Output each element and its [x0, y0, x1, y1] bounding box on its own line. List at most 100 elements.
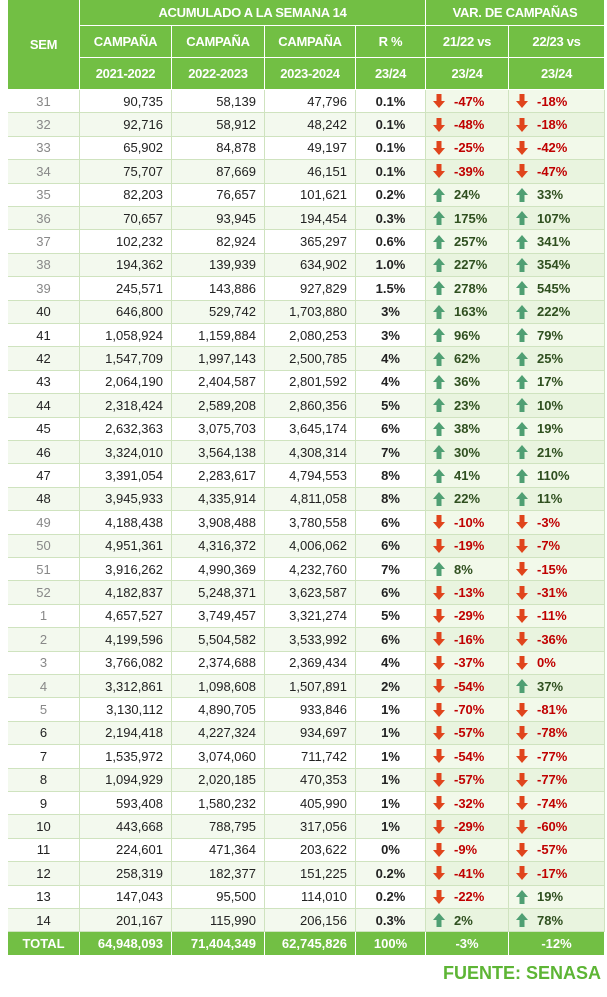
table-cell: 0.2% [356, 862, 426, 886]
table-cell: 5,248,371 [172, 581, 265, 605]
arrow-down [516, 819, 528, 834]
table-cell: 151,225 [265, 862, 356, 886]
cell-text: -77% [537, 772, 568, 788]
cell-text: 43 [36, 374, 51, 390]
cell-text: 3% [381, 304, 400, 320]
table-cell: 92,716 [80, 113, 172, 137]
table-cell: 354% [509, 253, 605, 278]
table-cell: 6% [356, 417, 426, 441]
cell-text: 21/22 vs [442, 34, 492, 49]
table-cell: 0.3% [356, 207, 426, 231]
cell-text: 0.1% [375, 163, 406, 179]
cell-text: 71,404,349 [190, 936, 256, 952]
cell-text: 1 [39, 608, 48, 624]
header-col: 22/23 vs [509, 26, 605, 58]
cell-text: 19% [537, 421, 564, 437]
arrow-up [433, 351, 445, 366]
cell-text: -70% [454, 702, 485, 718]
cell-text: CAMPAÑA [93, 34, 158, 49]
table-cell: 470,353 [265, 768, 356, 792]
table-cell: 206,156 [265, 909, 356, 933]
arrow-up [433, 468, 445, 483]
cell-text: 82,203 [123, 187, 163, 203]
arrow-down [516, 94, 528, 109]
cell-text: -54% [454, 748, 485, 764]
cell-text: SEM [29, 37, 58, 52]
cell-text: 4,890,705 [198, 702, 256, 718]
cell-text: 405,990 [300, 795, 347, 811]
cell-text: CAMPAÑA [278, 34, 342, 49]
table-cell: 41 [8, 324, 80, 348]
arrow-down [433, 702, 445, 717]
table-cell: -13% [426, 581, 509, 605]
cell-text: 38% [454, 421, 481, 437]
table-cell: 634,902 [265, 253, 356, 278]
table-cell: 3,945,933 [80, 487, 172, 512]
table-cell: 36% [426, 370, 509, 395]
cell-text: 23/24 [540, 66, 573, 81]
cell-text: -25% [454, 140, 485, 156]
arrow-up [516, 491, 528, 506]
table-cell: -57% [426, 721, 509, 746]
cell-text: -37% [454, 655, 485, 671]
cell-text: 4,990,369 [198, 561, 256, 577]
cell-text: 11% [537, 491, 563, 507]
table-cell: 224,601 [80, 838, 172, 863]
cell-text: 79% [537, 327, 564, 343]
table-cell: -32% [426, 792, 509, 816]
cell-text: 4,182,837 [105, 585, 163, 601]
table-cell: 1.0% [356, 253, 426, 278]
table-cell: -47% [509, 160, 605, 184]
table-cell: 7% [356, 441, 426, 465]
cell-text: 341% [537, 234, 571, 250]
cell-text: 8 [39, 772, 48, 788]
table-cell: 3,780,558 [265, 511, 356, 535]
header-col: CAMPAÑA [80, 26, 172, 58]
cell-text: 6 [39, 725, 48, 741]
cell-text: 258,319 [116, 865, 163, 881]
arrow-up [433, 281, 445, 296]
table-cell: 201,167 [80, 909, 172, 933]
arrow-up [516, 304, 528, 319]
cell-text: -41% [454, 865, 485, 881]
cell-text: 3 [39, 655, 48, 671]
table-cell: 35 [8, 183, 80, 207]
table-cell: -78% [509, 721, 605, 746]
total-cell: 100% [356, 932, 426, 957]
cell-text: -7% [537, 538, 561, 554]
cell-text: 2% [381, 678, 400, 694]
table-cell: 6 [8, 721, 80, 746]
table-cell: 1,997,143 [172, 347, 265, 371]
cell-text: 92,716 [123, 117, 163, 133]
table-cell: 46,151 [265, 160, 356, 184]
table-cell: 5,504,582 [172, 628, 265, 652]
table-cell: 79% [509, 324, 605, 348]
cell-text: 46,151 [307, 163, 347, 179]
cell-text: 1,997,143 [198, 351, 256, 367]
cell-text: 1,094,929 [105, 772, 163, 788]
table-cell: 4% [356, 347, 426, 371]
table-cell: -29% [426, 815, 509, 839]
cell-text: -18% [537, 117, 568, 133]
cell-text: 151,225 [300, 865, 347, 881]
header-col: 23/24 [356, 58, 426, 90]
cell-text: 1,703,880 [289, 304, 347, 320]
arrow-down [433, 632, 445, 647]
cell-text: 646,800 [116, 304, 163, 320]
arrow-up [433, 257, 445, 272]
table-cell: -60% [509, 815, 605, 839]
cell-text: 0.1% [375, 117, 406, 133]
table-cell: 3,391,054 [80, 464, 172, 488]
cell-text: -18% [537, 93, 568, 109]
cell-text: 49 [36, 514, 51, 530]
table-cell: -54% [426, 745, 509, 769]
table-cell: -42% [509, 136, 605, 161]
cell-text: 10% [537, 397, 564, 413]
table-cell: 1,159,884 [172, 324, 265, 348]
table-cell: 2,194,418 [80, 721, 172, 746]
arrow-down [516, 749, 528, 764]
cell-text: 37% [537, 678, 564, 694]
cell-text: 37 [36, 234, 51, 250]
arrow-down [433, 725, 445, 740]
cell-text: -15% [537, 561, 568, 577]
